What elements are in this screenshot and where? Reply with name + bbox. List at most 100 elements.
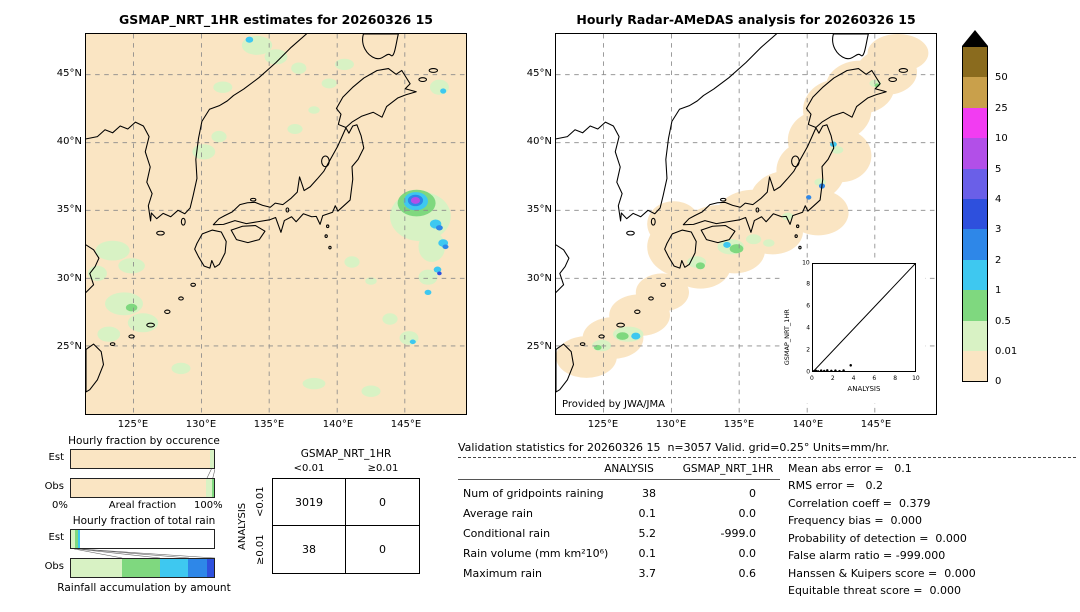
total-rain-est-label: Est	[48, 532, 64, 543]
colorbar-tick-label: 10	[995, 133, 1008, 145]
stats-score-line: False alarm ratio = -999.000	[788, 549, 946, 562]
bar-segment	[122, 559, 160, 577]
total-rain-est-bar	[70, 529, 215, 549]
stats-gsmap-value: -999.0	[720, 527, 756, 540]
lon-tick: 140°E	[322, 419, 354, 430]
lon-tick: 145°E	[860, 419, 892, 430]
bar-segment	[206, 559, 214, 577]
stats-score-line: Correlation coeff = 0.379	[788, 497, 931, 510]
stats-score-line: Mean abs error = 0.1	[788, 462, 912, 475]
radar-amedas-map: GSMAP_NRT_1HR 0 2 4 6 8 10 10 8	[555, 33, 937, 415]
stats-table-rule	[458, 479, 780, 480]
bar-segment	[71, 559, 123, 577]
lat-tick: 40°N	[56, 136, 82, 147]
lon-tick: 130°E	[185, 419, 217, 430]
bar-segment	[71, 479, 207, 497]
stats-gsmap-value: 0.0	[738, 507, 757, 520]
stats-row-label: Maximum rain	[463, 567, 542, 580]
lat-tick: 45°N	[56, 68, 82, 79]
lat-tick: 25°N	[526, 341, 552, 352]
stats-divider	[458, 457, 1076, 458]
lat-tick: 35°N	[56, 204, 82, 215]
lon-tick: 125°E	[587, 419, 619, 430]
colorbar-tick-label: 0.5	[995, 315, 1011, 327]
colorbar-tick-label: 50	[995, 72, 1008, 84]
contingency-col-header: ≥0.01	[367, 463, 399, 474]
inset-plot-graphics	[812, 264, 915, 372]
right-map-title: Hourly Radar-AMeDAS analysis for 2026032…	[576, 12, 916, 27]
left-map-graphics	[86, 34, 466, 414]
contingency-cell: 38	[273, 526, 346, 573]
stats-row-label: Rain volume (mm km²10⁶)	[463, 547, 609, 560]
occurrence-connectors	[70, 469, 215, 478]
colorbar-tick-label: 2	[995, 254, 1002, 266]
lon-tick: 135°E	[253, 419, 285, 430]
contingency-cell: 3019	[273, 479, 346, 526]
inset-y-axis-label: GSMAP_NRT_1HR	[783, 308, 792, 366]
inset-y-tick: 0	[806, 368, 811, 376]
inset-y-tick: 6	[806, 302, 811, 310]
colorbar-segment: 50	[963, 47, 1008, 83]
lat-tick: 35°N	[526, 204, 552, 215]
bar-segment	[210, 450, 214, 468]
stats-score-line: Probability of detection = 0.000	[788, 532, 967, 545]
contingency-table-title: GSMAP_NRT_1HR	[300, 448, 392, 460]
contingency-cell: 0	[346, 479, 419, 526]
colorbar-overflow-arrow	[962, 30, 988, 46]
occurrence-est-bar	[70, 449, 215, 469]
colorbar-segment: 25	[963, 77, 1008, 114]
bar-segment	[71, 450, 211, 468]
colorbar-tick-label: 3	[995, 224, 1002, 236]
colorbar-segment: 3	[963, 198, 1001, 235]
bar-segment	[78, 530, 81, 548]
colorbar-segment: 0.5	[963, 290, 1011, 327]
stats-row-label: Average rain	[463, 507, 533, 520]
bar-segment	[159, 559, 189, 577]
stats-gsmap-value: 0.0	[738, 547, 757, 560]
right-precipitation-layer	[592, 79, 881, 352]
lat-tick: 30°N	[526, 273, 552, 284]
bar-segment	[211, 479, 214, 497]
colorbar-tick-label: 25	[995, 102, 1008, 114]
scatter-points	[812, 363, 852, 372]
total-rain-connectors	[70, 549, 215, 558]
occurrence-x-axis-title: Areal fraction	[108, 500, 177, 511]
lon-tick: 140°E	[792, 419, 824, 430]
contingency-col-header: <0.01	[293, 463, 325, 474]
inset-y-tick: 10	[802, 259, 810, 267]
stats-col-header-gsmap: GSMAP_NRT_1HR	[682, 463, 774, 475]
colorbar-tick-label: 0	[995, 376, 1002, 388]
bar-segment	[75, 530, 79, 548]
inset-x-tick: 8	[893, 375, 898, 383]
occurrence-chart-title: Hourly fraction by occurence	[68, 435, 220, 447]
stats-gsmap-value: 0.6	[738, 567, 757, 580]
bar-segment	[188, 559, 207, 577]
colorbar-tick-label: 4	[995, 193, 1002, 205]
colorbar-segment: 0.01	[963, 320, 1017, 357]
inset-x-tick: 2	[830, 375, 835, 383]
inset-x-tick: 4	[851, 375, 856, 383]
stats-analysis-value: 38	[642, 487, 656, 500]
stats-analysis-value: 5.2	[638, 527, 657, 540]
inset-plot-area	[811, 262, 916, 373]
colorbar-segment: 4	[963, 168, 1001, 205]
colorbar-segment: 2	[963, 229, 1001, 266]
bar-segment	[206, 479, 212, 497]
inset-x-tick: 0	[810, 375, 814, 383]
contingency-row-header: ≥0.01	[255, 534, 266, 566]
occurrence-x-tick-100: 100%	[194, 500, 223, 511]
lat-tick: 45°N	[526, 68, 552, 79]
inset-y-tick: 2	[806, 346, 811, 354]
occurrence-x-tick-0: 0%	[52, 500, 68, 511]
inset-y-tick: 4	[806, 324, 811, 332]
stats-row-label: Conditional rain	[463, 527, 551, 540]
stats-col-header-analysis: ANALYSIS	[604, 463, 654, 475]
inset-x-axis-label: ANALYSIS	[847, 385, 881, 394]
stats-score-line: Hanssen & Kuipers score = 0.000	[788, 567, 976, 580]
stats-score-line: RMS error = 0.2	[788, 479, 883, 492]
stats-analysis-value: 0.1	[638, 547, 657, 560]
left-map-title: GSMAP_NRT_1HR estimates for 20260326 15	[119, 12, 433, 27]
one-to-one-line	[813, 264, 915, 372]
occurrence-obs-label: Obs	[44, 481, 64, 492]
gsmap-estimates-map	[85, 33, 467, 415]
